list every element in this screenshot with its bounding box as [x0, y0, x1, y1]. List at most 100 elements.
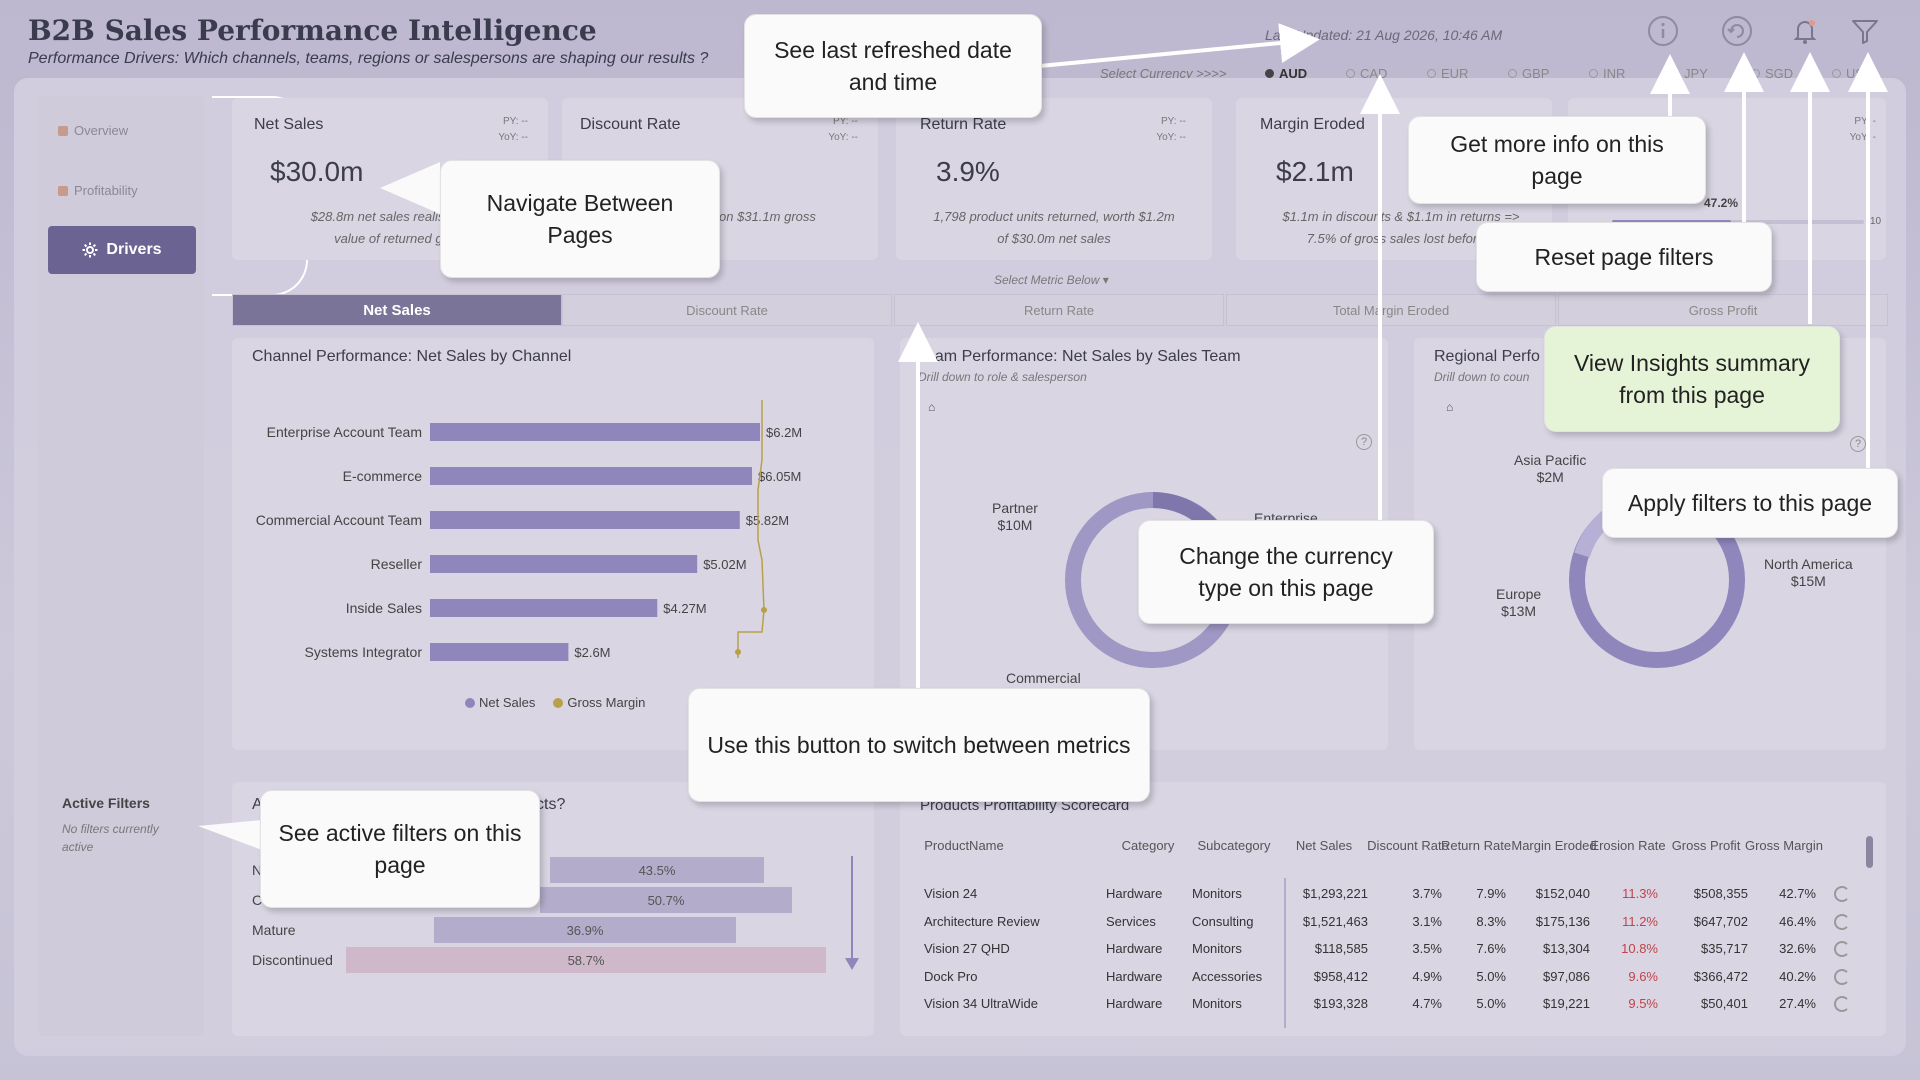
- tab-return-rate[interactable]: Return Rate: [894, 294, 1224, 326]
- region-chart-subtitle: Drill down to coun: [1434, 370, 1530, 384]
- home-icon[interactable]: ⌂: [1446, 400, 1454, 414]
- table-cell: Vision 34 UltraWide: [924, 996, 1038, 1011]
- loading-icon: [1834, 996, 1850, 1012]
- tab-total-margin-eroded[interactable]: Total Margin Eroded: [1226, 294, 1556, 326]
- loading-icon: [1834, 913, 1850, 930]
- home-icon[interactable]: ⌂: [928, 400, 936, 414]
- table-header[interactable]: Gross Profit: [1671, 838, 1741, 853]
- gross-margin-point: [735, 649, 741, 655]
- lifecycle-title-a: A: [252, 796, 263, 813]
- kpi-value: $2.1m: [1276, 156, 1354, 187]
- nav-profitability[interactable]: Profitability: [58, 183, 138, 198]
- region-label-north-america: North America $15M: [1764, 556, 1853, 589]
- channel-bar[interactable]: [430, 643, 569, 661]
- table-cell: Vision 24: [924, 886, 978, 901]
- column-divider: [1284, 878, 1286, 1028]
- profitability-icon: [58, 185, 68, 196]
- last-updated: Last Updated: 21 Aug 2026, 10:46 AM: [1265, 27, 1503, 43]
- legend-net-sales: Net Sales: [465, 695, 535, 710]
- help-icon[interactable]: ?: [1850, 436, 1866, 452]
- table-header[interactable]: Category: [1121, 838, 1175, 853]
- table-cell: $175,136: [1535, 913, 1590, 929]
- channel-bar[interactable]: [430, 555, 698, 573]
- currency-inr[interactable]: INR: [1589, 66, 1670, 81]
- kpi-py: PY: -- YoY: --: [498, 116, 528, 143]
- kpi-label: Return Rate: [920, 116, 1007, 133]
- table-cell: 40.2%: [1779, 968, 1816, 984]
- table-cell: $1,293,221: [1302, 886, 1368, 901]
- table-header[interactable]: Subcategory: [1197, 838, 1271, 853]
- channel-category-label: Reseller: [371, 556, 423, 572]
- table-cell: 4.9%: [1412, 968, 1442, 984]
- kpi-card-return-rate: Return Rate 3.9% PY: -- YoY: -- 1,798 pro…: [896, 98, 1212, 260]
- channel-bar[interactable]: [430, 599, 658, 617]
- loading-icon: [1834, 941, 1850, 957]
- tab-net-sales[interactable]: Net Sales: [232, 294, 562, 326]
- kpi-desc: nts on $31.1m gross: [698, 209, 816, 224]
- channel-bar[interactable]: [430, 511, 740, 529]
- table-header[interactable]: Discount Rate: [1367, 838, 1449, 853]
- gross-margin-line: [737, 400, 765, 658]
- lifecycle-label-discontinued: Discontinued: [252, 952, 333, 968]
- channel-category-label: Inside Sales: [346, 600, 422, 616]
- tab-gross-profit[interactable]: Gross Profit: [1558, 294, 1888, 326]
- kpi-value: 3.9%: [936, 156, 1000, 187]
- table-cell: Monitors: [1192, 886, 1242, 901]
- lifecycle-title-b: cts?: [536, 796, 566, 813]
- table-header[interactable]: Net Sales: [1295, 838, 1353, 853]
- table-cell: Hardware: [1106, 996, 1163, 1011]
- table-cell: Dock Pro: [924, 968, 978, 984]
- currency-eur[interactable]: EUR: [1427, 66, 1508, 81]
- table-header[interactable]: Erosion Rate: [1590, 838, 1666, 853]
- channel-bar-value: $6.2M: [766, 425, 802, 440]
- bell-icon[interactable]: [1788, 14, 1822, 48]
- kpi-value: $30.0m: [270, 156, 364, 187]
- info-icon[interactable]: [1646, 14, 1680, 48]
- table-cell: $647,702: [1693, 913, 1748, 929]
- help-icon[interactable]: ?: [1356, 434, 1372, 450]
- table-cell: Consulting: [1192, 913, 1254, 929]
- reset-icon[interactable]: [1720, 14, 1754, 48]
- table-cell: $152,040: [1535, 886, 1590, 901]
- gross-margin-progress-label: 47.2%: [1704, 196, 1739, 210]
- down-arrow-icon: [845, 856, 859, 970]
- tab-discount-rate[interactable]: Discount Rate: [562, 294, 892, 326]
- currency-gbp[interactable]: GBP: [1508, 66, 1589, 81]
- kpi-desc: $1.1m in discounts & $1.1m in returns =>…: [1282, 209, 1520, 246]
- table-cell: Hardware: [1106, 886, 1163, 901]
- channel-bar-value: $5.82M: [746, 513, 789, 528]
- currency-aud[interactable]: AUD: [1265, 66, 1346, 81]
- table-cell: $19,221: [1543, 996, 1590, 1011]
- radio-icon: [1589, 69, 1598, 78]
- filter-icon[interactable]: [1848, 14, 1882, 48]
- table-cell: 4.7%: [1412, 996, 1442, 1011]
- nav-overview[interactable]: Overview: [58, 123, 128, 138]
- table-header[interactable]: Return Rate: [1440, 838, 1512, 853]
- table-header[interactable]: Gross Margin: [1744, 838, 1824, 853]
- channel-chart-title: Channel Performance: Net Sales by Channe…: [252, 348, 572, 365]
- radio-icon: [1508, 69, 1517, 78]
- lifecycle-label-new: N: [252, 862, 263, 878]
- page-subtitle: Performance Drivers: Which channels, tea…: [28, 50, 709, 67]
- channel-bar[interactable]: [430, 467, 753, 485]
- channel-bar-value: $6.05M: [758, 469, 801, 484]
- table-cell: Architecture Review: [924, 913, 1040, 929]
- active-filters-note: No filters currently active: [62, 822, 159, 854]
- callout-active-filters: See active filters on this page: [260, 790, 540, 908]
- overview-icon: [58, 125, 68, 136]
- lifecycle-bar-discontinued: 58.7%: [346, 947, 826, 973]
- nav-drivers[interactable]: Drivers: [48, 226, 196, 274]
- lifecycle-bar-mature: 36.9%: [434, 917, 736, 943]
- table-header[interactable]: Margin Eroded: [1511, 838, 1597, 853]
- channel-category-label: Systems Integrator: [305, 644, 423, 660]
- table-header[interactable]: ProductName: [924, 838, 1004, 853]
- table-cell: 27.4%: [1779, 996, 1816, 1011]
- team-label-commercial: Commercial: [1006, 670, 1081, 686]
- radio-icon: [1832, 69, 1841, 78]
- channel-bar[interactable]: [430, 423, 760, 441]
- table-cell: 32.6%: [1779, 941, 1816, 956]
- table-scrollbar[interactable]: [1866, 836, 1873, 868]
- table-cell: $35,717: [1701, 941, 1748, 956]
- table-cell: 46.4%: [1779, 913, 1816, 929]
- lifecycle-bar-new: 43.5%: [550, 857, 764, 883]
